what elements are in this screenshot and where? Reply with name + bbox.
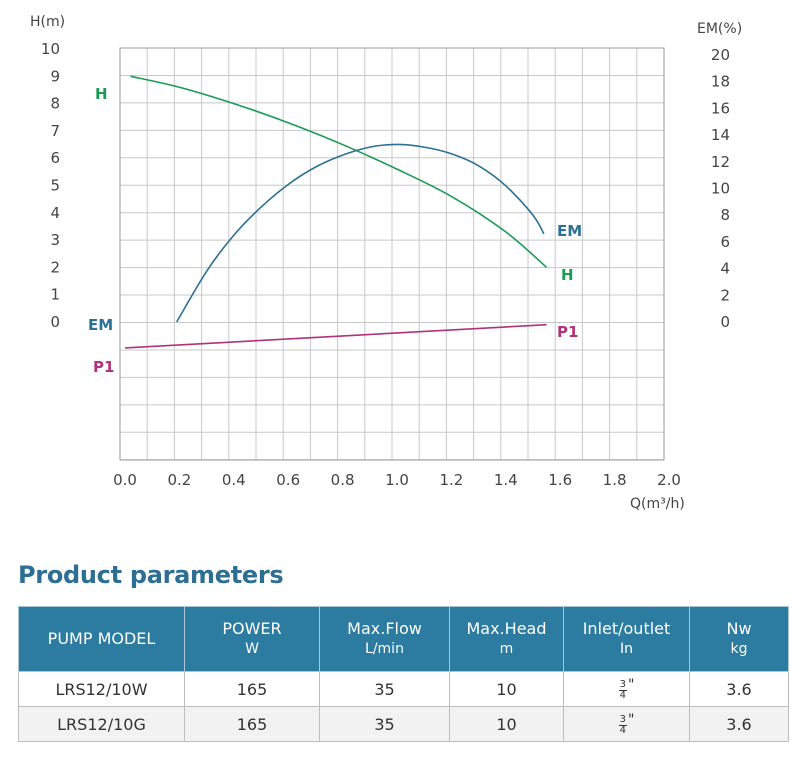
y-right-tick-label: 16 [711,99,730,117]
header-label: Inlet/outlet [582,619,671,638]
y-right-tick-label: 10 [711,180,730,198]
table-row: LRS12/10W 165 35 10 3 4 " 3.6 [18,671,789,707]
y-left-tick-label: 9 [50,67,60,85]
y-right-tick-label: 4 [720,260,730,278]
x-tick-label: 1.0 [385,471,409,489]
cell-head: 10 [449,671,564,707]
y-left-tick-label: 7 [50,122,60,140]
header-label: POWER [222,619,282,638]
y-left-axis-title: H(m) [30,14,65,30]
series-label-em-start: EM [88,316,113,334]
y-right-tick-label: 20 [711,46,730,64]
x-tick-label: 1.2 [439,471,463,489]
y-left-tick-label: 5 [50,177,60,195]
cell-head: 10 [449,706,564,742]
x-axis-title: Q(m³/h) [630,496,685,512]
header-label: Max.Flow [347,619,422,638]
x-tick-label: 2.0 [657,471,681,489]
x-tick-label: 0.8 [331,471,355,489]
inch-mark: " [627,712,635,728]
y-right-axis-title: EM(%) [697,21,742,37]
y-right-tick-label: 18 [711,73,730,91]
header-unit: W [245,641,259,657]
cell-power: 165 [184,706,320,742]
y-right-tick-label: 12 [711,153,730,171]
y-left-tick-label: 6 [50,149,60,167]
y-left-tick-label: 1 [50,286,60,304]
header-max-flow: Max.Flow L/min [319,606,450,672]
header-unit: L/min [365,641,404,657]
x-tick-label: 0.4 [222,471,246,489]
x-tick-label: 1.6 [548,471,572,489]
cell-nw: 3.6 [689,706,789,742]
section-title: Product parameters [18,561,284,589]
y-right-tick-label: 6 [720,233,730,251]
header-label: Nw [726,619,752,638]
y-left-tick-label: 10 [41,40,60,58]
header-inlet-outlet: Inlet/outlet In [563,606,690,672]
cell-nw: 3.6 [689,671,789,707]
x-tick-label: 0.0 [113,471,137,489]
fraction-denominator: 4 [619,725,626,736]
x-tick-label: 0.6 [276,471,300,489]
cell-inlet: 3 4 " [563,706,690,742]
header-max-head: Max.Head m [449,606,564,672]
series-label-h-start: H [95,85,108,103]
y-right-tick-label: 2 [720,286,730,304]
series-line-h [130,75,548,269]
series-label-p1-end: P1 [557,323,578,341]
header-power: POWER W [184,606,320,672]
fraction-numerator: 3 [618,714,627,726]
x-tick-label: 1.8 [603,471,627,489]
y-left-tick-label: 8 [50,95,60,113]
header-label: PUMP MODEL [47,629,156,648]
product-parameters-table: PUMP MODEL POWER W Max.Flow L/min Max.Head… [18,606,789,742]
cell-flow: 35 [319,706,450,742]
cell-model: LRS12/10W [18,671,185,707]
x-tick-label: 0.2 [167,471,191,489]
table-row: LRS12/10G 165 35 10 3 4 " 3.6 [18,706,789,742]
y-left-tick-label: 4 [50,204,60,222]
plot-frame [119,47,665,461]
series-label-p1-start: P1 [93,358,114,376]
y-right-tick-label: 8 [720,206,730,224]
fraction-numerator: 3 [618,679,627,691]
y-left-tick-label: 0 [50,313,60,331]
series-label-h-end: H [561,266,574,284]
x-tick-label: 1.4 [494,471,518,489]
header-unit: In [619,641,633,657]
cell-flow: 35 [319,671,450,707]
header-nw: Nw kg [689,606,789,672]
y-right-tick-label: 14 [711,126,730,144]
inch-mark: " [627,677,635,693]
header-label: Max.Head [466,619,547,638]
cell-inlet: 3 4 " [563,671,690,707]
y-right-tick-label: 0 [720,313,730,331]
header-unit: m [499,641,514,657]
cell-power: 165 [184,671,320,707]
series-line-em [175,143,545,323]
series-line-p1 [124,323,547,349]
table-header-row: PUMP MODEL POWER W Max.Flow L/min Max.Head… [18,606,789,672]
y-left-tick-label: 2 [50,258,60,276]
header-pump-model: PUMP MODEL [18,606,185,672]
series-label-em-end: EM [557,222,582,240]
y-left-tick-label: 3 [50,231,60,249]
header-unit: kg [730,641,748,657]
fraction-denominator: 4 [619,690,626,701]
cell-model: LRS12/10G [18,706,185,742]
performance-chart: 0.0 0.2 0.4 0.6 0.8 1.0 1.2 1.4 1.6 1.8 2.00123456… [30,14,742,512]
